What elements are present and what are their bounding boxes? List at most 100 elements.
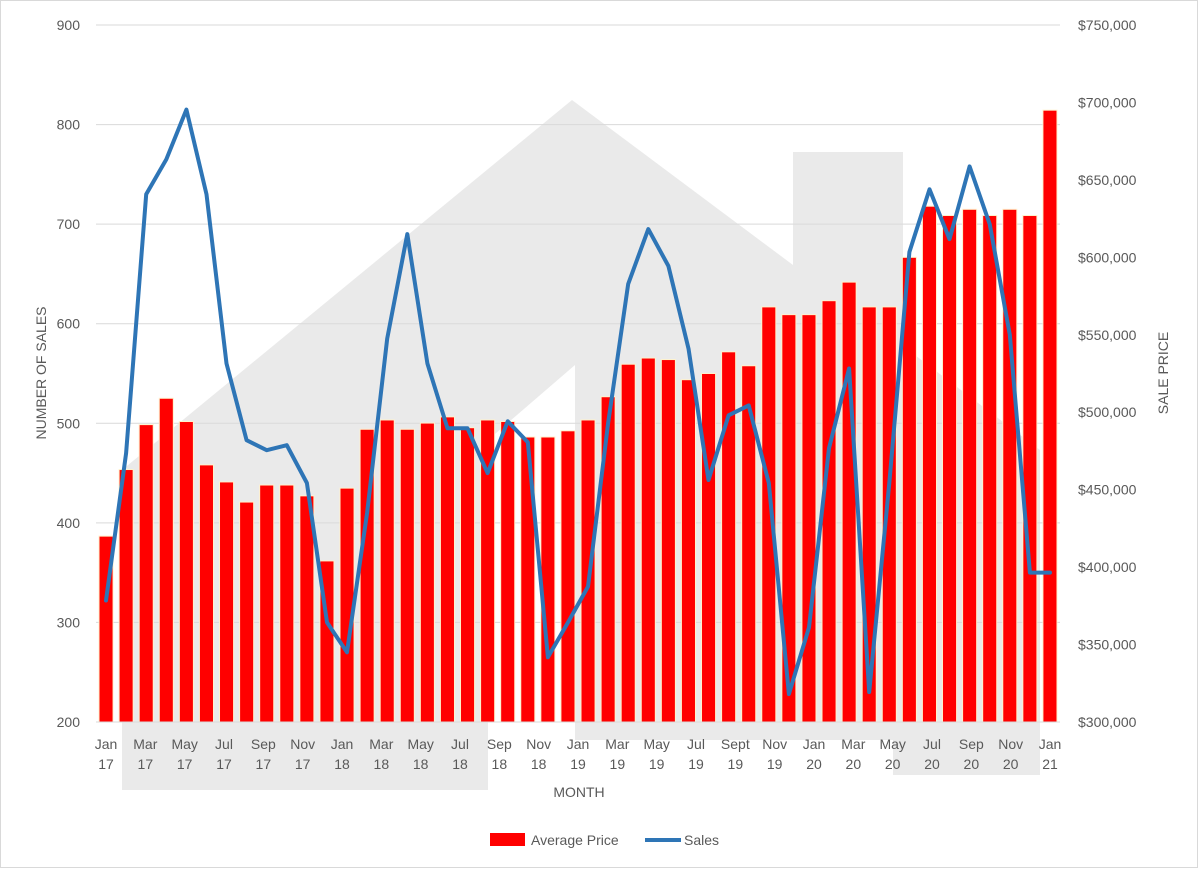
x-tick-label-month: Mar	[369, 736, 393, 752]
x-tick-label-year: 17	[138, 756, 154, 772]
x-tick-label-year: 19	[649, 756, 665, 772]
x-tick-label-year: 17	[295, 756, 311, 772]
x-axis-title: MONTH	[553, 784, 604, 800]
average-price-bar	[279, 484, 295, 723]
x-tick-label-month: May	[171, 736, 197, 752]
average-price-bar	[439, 416, 455, 723]
legend-label-average-price: Average Price	[531, 832, 619, 848]
x-tick-label-year: 18	[374, 756, 390, 772]
x-tick-label-year: 18	[413, 756, 429, 772]
left-tick-label: 800	[57, 117, 81, 133]
average-price-bar	[419, 422, 435, 723]
average-price-bar	[239, 501, 255, 723]
average-price-bar	[821, 300, 837, 723]
x-tick-label-year: 19	[728, 756, 744, 772]
average-price-bar	[600, 396, 616, 723]
axes: 200 300 400 500 600 700 800 900 $300,000 $350,000…	[57, 17, 1137, 772]
x-tick-label-year: 19	[767, 756, 783, 772]
left-tick-label: 200	[57, 714, 81, 730]
x-tick-label-month: Jan	[567, 736, 590, 752]
x-tick-label-month: Jul	[923, 736, 941, 752]
x-tick-label-month: Sept	[721, 736, 750, 752]
right-tick-label: $750,000	[1078, 17, 1137, 33]
left-tick-label: 900	[57, 17, 81, 33]
x-tick-label-month: May	[879, 736, 905, 752]
average-price-bar	[138, 424, 154, 723]
right-tick-label: $650,000	[1078, 172, 1137, 188]
average-price-bar	[158, 397, 174, 723]
right-tick-label: $700,000	[1078, 94, 1137, 110]
average-price-bar	[680, 379, 696, 723]
right-tick-label: $450,000	[1078, 482, 1137, 498]
average-price-bar	[1042, 109, 1058, 723]
average-price-bar	[560, 430, 576, 723]
x-tick-label-year: 20	[964, 756, 980, 772]
x-tick-label-month: Mar	[133, 736, 157, 752]
average-price-bar	[219, 481, 235, 723]
x-tick-label-month: Nov	[526, 736, 551, 752]
average-price-bar	[1002, 208, 1018, 723]
x-tick-label-month: May	[407, 736, 433, 752]
x-tick-label-year: 19	[570, 756, 586, 772]
right-tick-label: $550,000	[1078, 327, 1137, 343]
right-tick-label: $300,000	[1078, 714, 1137, 730]
x-tick-label-month: Jul	[451, 736, 469, 752]
average-price-bar	[982, 215, 998, 723]
sales-line	[104, 107, 1052, 697]
x-tick-label-month: Sep	[959, 736, 984, 752]
x-tick-label-year: 21	[1042, 756, 1058, 772]
legend-label-sales: Sales	[684, 832, 719, 848]
x-tick-label-month: Jan	[803, 736, 826, 752]
x-tick-label-month: Sep	[487, 736, 512, 752]
average-price-bar	[841, 281, 857, 723]
x-tick-label-month: Jul	[687, 736, 705, 752]
left-tick-label: 400	[57, 515, 81, 531]
x-tick-label-month: Nov	[998, 736, 1023, 752]
left-tick-label: 700	[57, 216, 81, 232]
x-tick-label-month: Nov	[290, 736, 315, 752]
right-axis-title: SALE PRICE	[1155, 332, 1171, 414]
x-tick-label-year: 18	[531, 756, 547, 772]
average-price-bar	[620, 363, 636, 723]
x-tick-label-month: Mar	[841, 736, 865, 752]
average-price-bar	[198, 464, 214, 723]
x-tick-label-month: Jan	[331, 736, 354, 752]
average-price-bar	[259, 484, 275, 723]
x-tick-label-year: 20	[924, 756, 940, 772]
right-tick-label: $600,000	[1078, 249, 1137, 265]
x-tick-label-month: Jan	[1039, 736, 1062, 752]
legend-swatch-average-price	[490, 833, 525, 846]
x-tick-label-year: 18	[492, 756, 508, 772]
x-tick-label-month: Mar	[605, 736, 629, 752]
right-tick-label: $500,000	[1078, 404, 1137, 420]
x-tick-label-year: 20	[806, 756, 822, 772]
average-price-bar	[640, 357, 656, 723]
average-price-bar	[540, 436, 556, 723]
left-tick-label: 500	[57, 415, 81, 431]
x-tick-label-month: Sep	[251, 736, 276, 752]
right-tick-label: $350,000	[1078, 637, 1137, 653]
average-price-bars	[98, 109, 1058, 723]
average-price-bar	[942, 215, 958, 723]
average-price-bar	[701, 373, 717, 723]
average-price-bar	[500, 421, 516, 723]
x-tick-label-year: 17	[256, 756, 272, 772]
x-tick-label-month: Jan	[95, 736, 118, 752]
x-tick-label-year: 18	[452, 756, 468, 772]
x-tick-label-year: 17	[98, 756, 114, 772]
x-tick-label-month: Jul	[215, 736, 233, 752]
x-tick-label-year: 20	[885, 756, 901, 772]
average-price-bar	[801, 314, 817, 723]
x-tick-label-year: 19	[688, 756, 704, 772]
average-price-bar	[399, 428, 415, 723]
x-tick-label-year: 17	[216, 756, 232, 772]
average-price-bar	[660, 359, 676, 723]
average-price-bar	[721, 351, 737, 723]
legend: Average Price Sales	[490, 832, 719, 848]
sales-line-group	[104, 107, 1052, 697]
left-tick-label: 600	[57, 316, 81, 332]
left-axis-title: NUMBER OF SALES	[33, 306, 49, 439]
average-price-bar	[460, 427, 476, 723]
